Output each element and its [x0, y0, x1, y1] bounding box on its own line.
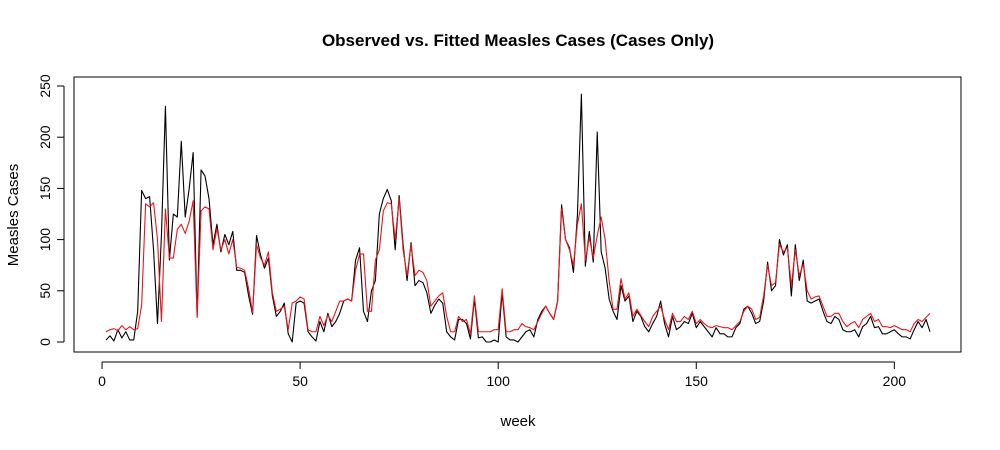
x-tick-label: 150 — [685, 373, 709, 389]
plot-frame — [73, 76, 962, 353]
x-tick-label: 100 — [487, 373, 511, 389]
x-tick-label: 50 — [292, 373, 308, 389]
series-line-fitted — [105, 198, 931, 335]
y-tick-label: 100 — [37, 228, 53, 252]
x-axis-label: week — [499, 413, 536, 430]
y-tick-label: 200 — [37, 125, 53, 149]
y-tick-label: 250 — [37, 74, 53, 98]
y-tick-label: 50 — [37, 283, 53, 299]
y-tick-label: 150 — [37, 177, 53, 201]
y-tick-label: 0 — [37, 338, 53, 346]
chart-title: Observed vs. Fitted Measles Cases (Cases… — [322, 31, 714, 50]
x-tick-label: 200 — [883, 373, 907, 389]
x-tick-label: 0 — [98, 373, 106, 389]
y-axis-label: Measles Cases — [5, 164, 22, 267]
x-axis: 0 50 100 150 200 — [98, 361, 907, 389]
y-axis: 0 50 100 150 200 250 — [37, 74, 65, 346]
series-layer — [105, 93, 931, 343]
series-line-observed — [105, 93, 931, 343]
